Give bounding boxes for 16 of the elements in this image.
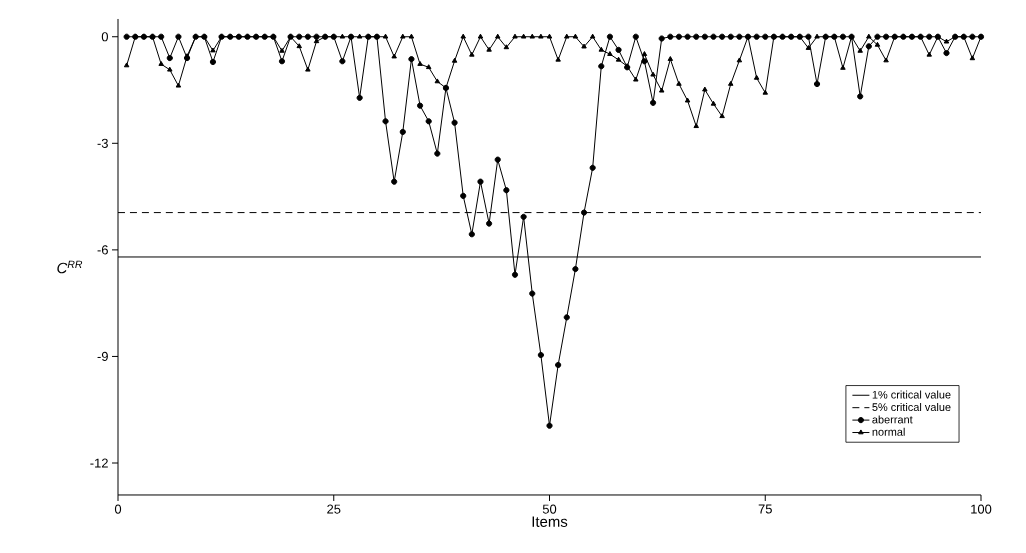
legend-label: aberrant xyxy=(872,415,913,424)
legend-label: 5% critical value xyxy=(872,402,951,412)
y-axis-title: C$^{RR}$ xyxy=(57,260,83,274)
legend-label: 1% critical value xyxy=(872,390,951,399)
y-tick-label: 0 xyxy=(101,32,108,42)
legend-label: normal xyxy=(872,427,905,436)
y-tick-label: -9 xyxy=(97,351,108,362)
y-tick-label: -3 xyxy=(97,138,108,148)
x-axis-title: Items xyxy=(532,516,568,527)
x-tick-label: 100 xyxy=(971,504,992,514)
x-tick-label: 50 xyxy=(542,504,557,514)
y-tick-label: -12 xyxy=(90,458,108,468)
y-tick-label: -6 xyxy=(97,245,108,255)
x-tick-label: 0 xyxy=(114,504,122,514)
x-tick-label: 75 xyxy=(758,504,772,514)
x-tick-label: 25 xyxy=(327,504,341,514)
